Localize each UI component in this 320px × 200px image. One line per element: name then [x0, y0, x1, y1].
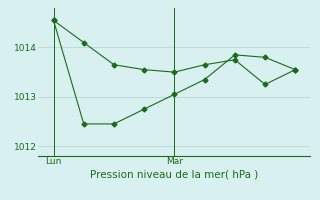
- X-axis label: Pression niveau de la mer( hPa ): Pression niveau de la mer( hPa ): [90, 169, 259, 179]
